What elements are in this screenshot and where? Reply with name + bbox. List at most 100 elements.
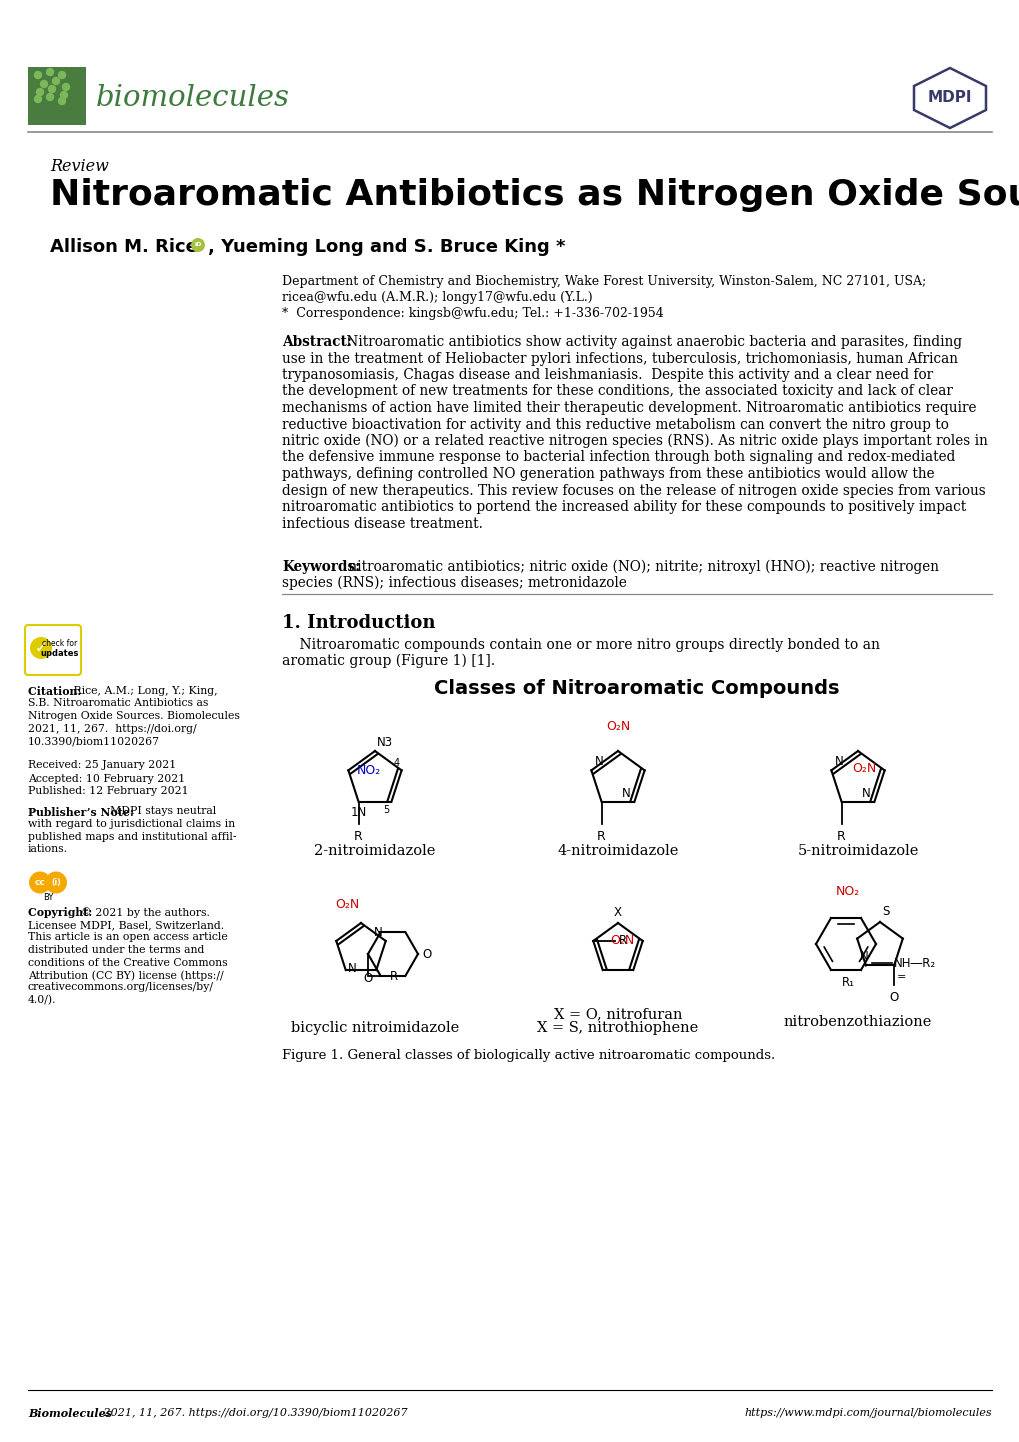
Text: nitroaromatic antibiotics; nitric oxide (NO); nitrite; nitroxyl (HNO); reactive : nitroaromatic antibiotics; nitric oxide … <box>343 559 938 574</box>
Text: iations.: iations. <box>28 844 68 854</box>
Text: biomolecules: biomolecules <box>96 84 289 112</box>
Text: 4.0/).: 4.0/). <box>28 995 56 1005</box>
Text: the development of new treatments for these conditions, the associated toxicity : the development of new treatments for th… <box>281 385 952 398</box>
Text: O: O <box>422 947 431 960</box>
Text: check for: check for <box>43 639 77 647</box>
Text: NO₂: NO₂ <box>356 764 380 777</box>
Text: N: N <box>835 756 844 769</box>
Text: 1N: 1N <box>351 806 366 819</box>
Text: reductive bioactivation for activity and this reductive metabolism can convert t: reductive bioactivation for activity and… <box>281 418 948 431</box>
Text: nitroaromatic antibiotics to portend the increased ability for these compounds t: nitroaromatic antibiotics to portend the… <box>281 500 965 513</box>
Text: pathways, defining controlled NO generation pathways from these antibiotics woul: pathways, defining controlled NO generat… <box>281 467 933 482</box>
Text: X = S, nitrothiophene: X = S, nitrothiophene <box>537 1021 698 1035</box>
Circle shape <box>30 637 52 659</box>
Text: R: R <box>354 829 363 842</box>
Text: https://www.mdpi.com/journal/biomolecules: https://www.mdpi.com/journal/biomolecule… <box>744 1407 991 1417</box>
Text: =: = <box>897 972 906 982</box>
Text: N: N <box>622 787 630 800</box>
Text: Review: Review <box>50 159 109 174</box>
Text: MDPI stays neutral: MDPI stays neutral <box>110 806 216 816</box>
Text: nitric oxide (NO) or a related reactive nitrogen species (RNS). As nitric oxide : nitric oxide (NO) or a related reactive … <box>281 434 987 448</box>
Circle shape <box>58 98 65 104</box>
Text: Received: 25 January 2021: Received: 25 January 2021 <box>28 760 176 770</box>
Text: MDPI: MDPI <box>927 91 971 105</box>
Text: cc: cc <box>35 878 45 887</box>
Circle shape <box>47 69 53 75</box>
Text: 5-nitroimidazole: 5-nitroimidazole <box>797 844 918 858</box>
Text: updates: updates <box>41 649 79 659</box>
Text: 1. Introduction: 1. Introduction <box>281 614 435 632</box>
Text: Publisher’s Note:: Publisher’s Note: <box>28 806 138 818</box>
Text: R: R <box>389 969 397 982</box>
Text: the defensive immune response to bacterial infection through both signaling and : the defensive immune response to bacteri… <box>281 450 955 464</box>
Text: with regard to jurisdictional claims in: with regard to jurisdictional claims in <box>28 819 235 829</box>
Text: O₂N: O₂N <box>610 934 634 947</box>
Text: N: N <box>347 962 356 975</box>
Text: (i): (i) <box>51 878 61 887</box>
Text: Nitroaromatic Antibiotics as Nitrogen Oxide Sources: Nitroaromatic Antibiotics as Nitrogen Ox… <box>50 177 1019 212</box>
Text: , Yueming Long and S. Bruce King *: , Yueming Long and S. Bruce King * <box>208 238 565 257</box>
Circle shape <box>41 81 48 88</box>
Text: mechanisms of action have limited their therapeutic development. Nitroaromatic a: mechanisms of action have limited their … <box>281 401 975 415</box>
Text: O₂N: O₂N <box>605 720 630 733</box>
Text: creativecommons.org/licenses/by/: creativecommons.org/licenses/by/ <box>28 982 214 992</box>
Text: Attribution (CC BY) license (https://: Attribution (CC BY) license (https:// <box>28 970 223 981</box>
Text: Nitrogen Oxide Sources. Biomolecules: Nitrogen Oxide Sources. Biomolecules <box>28 711 239 721</box>
Text: Department of Chemistry and Biochemistry, Wake Forest University, Winston-Salem,: Department of Chemistry and Biochemistry… <box>281 275 925 288</box>
Text: N: N <box>859 950 867 963</box>
Text: design of new therapeutics. This review focuses on the release of nitrogen oxide: design of new therapeutics. This review … <box>281 483 984 497</box>
Text: 2-nitroimidazole: 2-nitroimidazole <box>314 844 435 858</box>
Text: Accepted: 10 February 2021: Accepted: 10 February 2021 <box>28 773 185 783</box>
Text: 2021, 11, 267. https://doi.org/10.3390/biom11020267: 2021, 11, 267. https://doi.org/10.3390/b… <box>100 1407 408 1417</box>
Text: X: X <box>613 906 622 919</box>
FancyBboxPatch shape <box>25 624 81 675</box>
Text: NH―R₂: NH―R₂ <box>893 957 935 970</box>
Text: Nitroaromatic antibiotics show activity against anaerobic bacteria and parasites: Nitroaromatic antibiotics show activity … <box>341 335 961 349</box>
Circle shape <box>47 94 53 101</box>
Circle shape <box>52 78 59 85</box>
Text: bicyclic nitroimidazole: bicyclic nitroimidazole <box>290 1021 459 1035</box>
Text: N: N <box>374 926 382 939</box>
Circle shape <box>62 84 69 91</box>
Circle shape <box>60 91 67 98</box>
Circle shape <box>49 85 55 92</box>
Text: Copyright:: Copyright: <box>28 907 96 919</box>
Text: 5: 5 <box>383 805 389 815</box>
Text: aromatic group (Figure 1) [1].: aromatic group (Figure 1) [1]. <box>281 655 494 669</box>
Text: O₂N: O₂N <box>852 761 875 774</box>
Text: N: N <box>595 756 603 769</box>
Text: O: O <box>363 972 372 985</box>
Text: Allison M. Rice: Allison M. Rice <box>50 238 204 257</box>
Text: ✓: ✓ <box>35 640 47 656</box>
Text: conditions of the Creative Commons: conditions of the Creative Commons <box>28 957 227 968</box>
Text: R₁: R₁ <box>841 976 854 989</box>
Text: 2021, 11, 267.  https://doi.org/: 2021, 11, 267. https://doi.org/ <box>28 724 197 734</box>
Text: Figure 1. General classes of biologically active nitroaromatic compounds.: Figure 1. General classes of biologicall… <box>281 1048 774 1061</box>
Text: Rice, A.M.; Long, Y.; King,: Rice, A.M.; Long, Y.; King, <box>70 686 217 696</box>
Text: S: S <box>881 906 889 919</box>
Text: Nitroaromatic compounds contain one or more nitro groups directly bonded to an: Nitroaromatic compounds contain one or m… <box>281 637 879 652</box>
Text: R: R <box>596 829 605 842</box>
Text: Licensee MDPI, Basel, Switzerland.: Licensee MDPI, Basel, Switzerland. <box>28 920 224 930</box>
Text: trypanosomiasis, Chagas disease and leishmaniasis.  Despite this activity and a : trypanosomiasis, Chagas disease and leis… <box>281 368 932 382</box>
Text: Classes of Nitroaromatic Compounds: Classes of Nitroaromatic Compounds <box>434 679 839 698</box>
Circle shape <box>58 72 65 78</box>
Text: 4-nitroimidazole: 4-nitroimidazole <box>556 844 678 858</box>
Text: infectious disease treatment.: infectious disease treatment. <box>281 516 482 531</box>
Circle shape <box>35 95 42 102</box>
Text: R: R <box>837 829 845 842</box>
Text: 10.3390/biom11020267: 10.3390/biom11020267 <box>28 735 160 746</box>
Text: distributed under the terms and: distributed under the terms and <box>28 945 204 955</box>
Text: Keywords:: Keywords: <box>281 559 360 574</box>
Circle shape <box>37 88 44 95</box>
Text: Published: 12 February 2021: Published: 12 February 2021 <box>28 786 189 796</box>
Text: S.B. Nitroaromatic Antibiotics as: S.B. Nitroaromatic Antibiotics as <box>28 698 208 708</box>
Text: species (RNS); infectious diseases; metronidazole: species (RNS); infectious diseases; metr… <box>281 575 627 590</box>
Text: This article is an open access article: This article is an open access article <box>28 933 227 943</box>
Text: NO₂: NO₂ <box>835 885 859 898</box>
Circle shape <box>191 238 205 252</box>
Text: Biomolecules: Biomolecules <box>28 1407 112 1419</box>
Text: iD: iD <box>195 242 202 248</box>
Text: ricea@wfu.edu (A.M.R.); longy17@wfu.edu (Y.L.): ricea@wfu.edu (A.M.R.); longy17@wfu.edu … <box>281 291 592 304</box>
Circle shape <box>35 72 42 78</box>
